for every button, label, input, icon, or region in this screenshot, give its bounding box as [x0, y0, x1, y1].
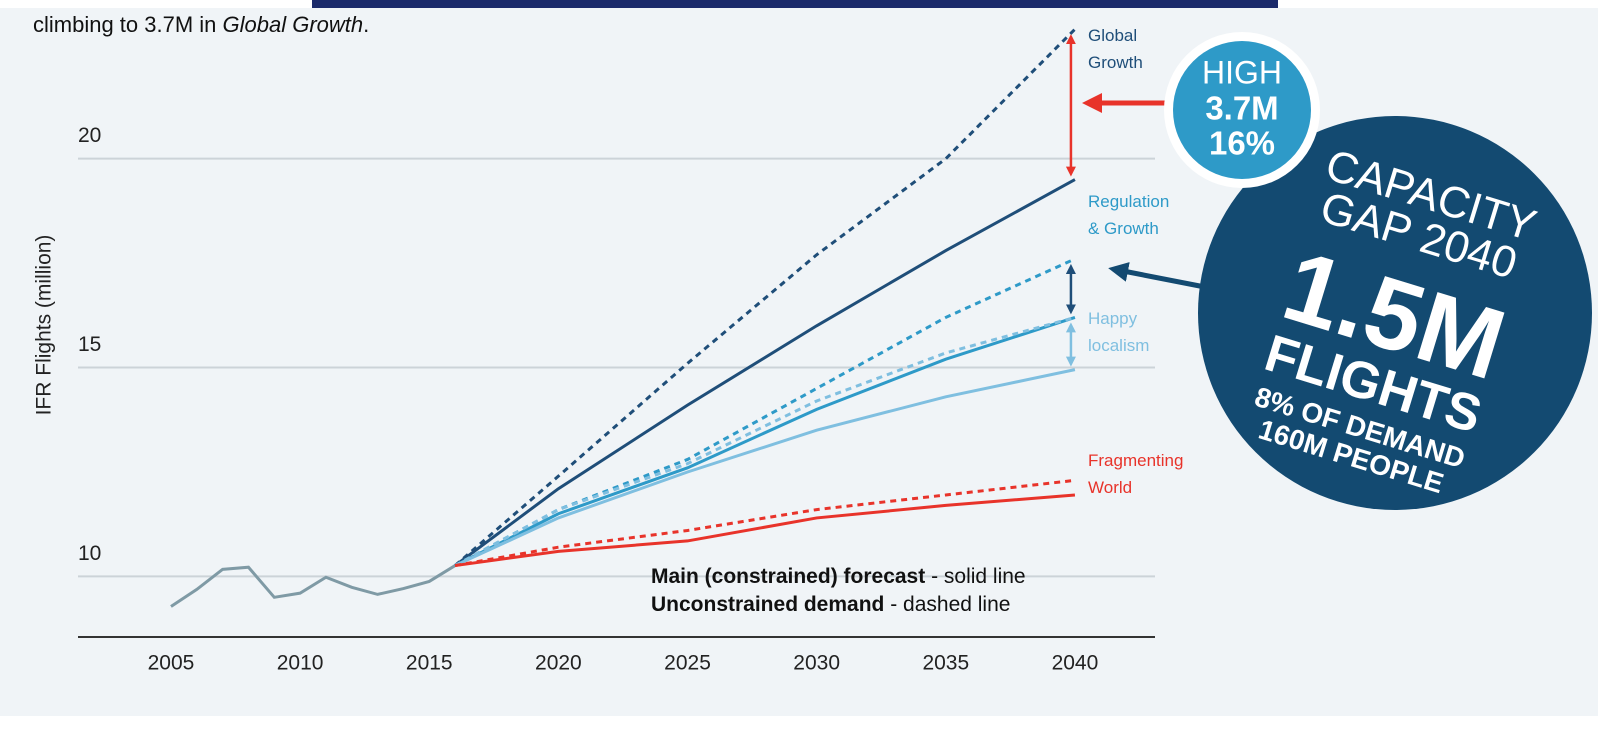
line-note: Main (constrained) forecast - solid line	[651, 565, 1026, 589]
y-tick-label: 15	[78, 333, 101, 356]
x-tick-label: 2040	[1052, 652, 1099, 675]
chart: IFR Flights (million) 10 15 20 2005 2010 2015…	[0, 0, 1598, 731]
note-text: - solid line	[925, 565, 1025, 588]
y-tick-label: 20	[78, 124, 101, 147]
scenario-label: Regulation & Growth	[1088, 188, 1183, 242]
x-tick-label: 2035	[922, 652, 969, 675]
x-tick-label: 2025	[664, 652, 711, 675]
intro-italic: Global Growth	[223, 12, 364, 37]
y-tick-label: 10	[78, 542, 101, 565]
scenario-label: Global Growth	[1088, 22, 1188, 76]
header-image	[312, 0, 1278, 8]
x-tick-label: 2005	[148, 652, 195, 675]
scenario-label: Happy localism	[1088, 305, 1188, 359]
badge-line: 3.7M	[1205, 90, 1278, 127]
y-axis-label: IFR Flights (million)	[33, 235, 56, 416]
page: {"chart_data": {"type": "line", "intro":…	[0, 0, 1598, 731]
intro-text: climbing to 3.7M in	[33, 12, 223, 37]
badge-line: HIGH	[1202, 54, 1282, 90]
x-tick-label: 2030	[793, 652, 840, 675]
badge-line: 16%	[1209, 125, 1275, 162]
line-note: Unconstrained demand - dashed line	[651, 593, 1010, 617]
intro-text: .	[363, 12, 369, 37]
x-tick-label: 2020	[535, 652, 582, 675]
x-tick-label: 2015	[406, 652, 453, 675]
intro: climbing to 3.7M in Global Growth.	[33, 12, 369, 38]
note-text: - dashed line	[884, 593, 1010, 616]
note-bold: Unconstrained demand	[651, 593, 884, 616]
note-bold: Main (constrained) forecast	[651, 565, 925, 588]
scenario-label: Fragmenting World	[1088, 447, 1218, 501]
x-tick-label: 2010	[277, 652, 324, 675]
